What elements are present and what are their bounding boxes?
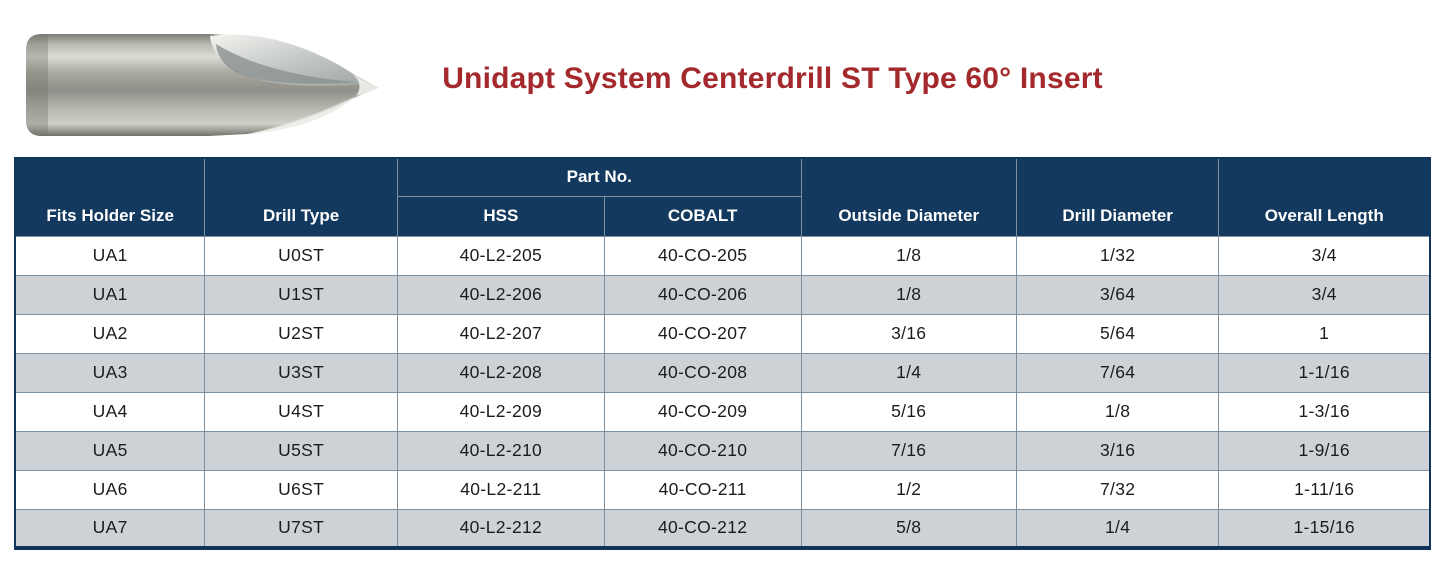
cell-drill-diameter: 3/64 <box>1015 274 1220 315</box>
cell-part-cobalt: 40-CO-208 <box>603 352 802 393</box>
cell-overall-length: 1-3/16 <box>1218 391 1431 432</box>
col-header-hss: HSS <box>396 195 605 237</box>
cell-outside-diameter: 7/16 <box>800 430 1017 471</box>
cell-drill-type: U7ST <box>204 508 398 549</box>
table-row: UA2 U2ST 40-L2-207 40-CO-207 3/16 5/64 1 <box>14 313 1431 354</box>
cell-fits-holder-size: UA2 <box>14 313 206 354</box>
cell-drill-type: U6ST <box>204 469 398 510</box>
table-row: UA4 U4ST 40-L2-209 40-CO-209 5/16 1/8 1-… <box>14 391 1431 432</box>
cell-part-cobalt: 40-CO-211 <box>603 469 802 510</box>
header-row-group: Fits Holder Size Drill Type Part No. Out… <box>14 157 1431 237</box>
cell-part-hss: 40-L2-212 <box>396 508 605 549</box>
cell-drill-diameter: 1/8 <box>1015 391 1220 432</box>
col-header-outside-diameter: Outside Diameter <box>800 157 1017 237</box>
page-title: Unidapt System Centerdrill ST Type 60° I… <box>442 62 1103 96</box>
cell-drill-type: U2ST <box>204 313 398 354</box>
cell-drill-diameter: 1/4 <box>1015 508 1220 549</box>
col-header-fits-holder-size: Fits Holder Size <box>14 157 206 237</box>
cell-fits-holder-size: UA4 <box>14 391 206 432</box>
spec-table: Fits Holder Size Drill Type Part No. Out… <box>14 157 1431 551</box>
cell-fits-holder-size: UA1 <box>14 274 206 315</box>
cell-part-hss: 40-L2-208 <box>396 352 605 393</box>
col-header-drill-type: Drill Type <box>204 157 398 237</box>
cell-drill-type: U4ST <box>204 391 398 432</box>
cell-outside-diameter: 5/16 <box>800 391 1017 432</box>
cell-fits-holder-size: UA7 <box>14 508 206 549</box>
cell-fits-holder-size: UA5 <box>14 430 206 471</box>
table-row: UA5 U5ST 40-L2-210 40-CO-210 7/16 3/16 1… <box>14 430 1431 471</box>
cell-fits-holder-size: UA3 <box>14 352 206 393</box>
cell-outside-diameter: 1/8 <box>800 235 1017 276</box>
cell-drill-diameter: 5/64 <box>1015 313 1220 354</box>
col-header-cobalt: COBALT <box>603 195 802 237</box>
cell-part-cobalt: 40-CO-207 <box>603 313 802 354</box>
cell-drill-diameter: 3/16 <box>1015 430 1220 471</box>
cell-part-hss: 40-L2-209 <box>396 391 605 432</box>
cell-part-hss: 40-L2-206 <box>396 274 605 315</box>
cell-part-cobalt: 40-CO-209 <box>603 391 802 432</box>
cell-drill-type: U5ST <box>204 430 398 471</box>
col-header-drill-diameter: Drill Diameter <box>1015 157 1220 237</box>
cell-overall-length: 1-15/16 <box>1218 508 1431 549</box>
col-header-overall-length: Overall Length <box>1218 157 1431 237</box>
cell-overall-length: 1 <box>1218 313 1431 354</box>
cell-overall-length: 3/4 <box>1218 235 1431 276</box>
cell-outside-diameter: 5/8 <box>800 508 1017 549</box>
cell-part-cobalt: 40-CO-205 <box>603 235 802 276</box>
cell-drill-type: U0ST <box>204 235 398 276</box>
cell-outside-diameter: 3/16 <box>800 313 1017 354</box>
cell-part-hss: 40-L2-210 <box>396 430 605 471</box>
page-header: Unidapt System Centerdrill ST Type 60° I… <box>0 20 1445 154</box>
cell-part-cobalt: 40-CO-206 <box>603 274 802 315</box>
cell-drill-type: U1ST <box>204 274 398 315</box>
cell-part-cobalt: 40-CO-210 <box>603 430 802 471</box>
cell-drill-diameter: 7/64 <box>1015 352 1220 393</box>
cell-part-hss: 40-L2-211 <box>396 469 605 510</box>
table-row: UA7 U7ST 40-L2-212 40-CO-212 5/8 1/4 1-1… <box>14 508 1431 549</box>
cell-overall-length: 1-9/16 <box>1218 430 1431 471</box>
table-row: UA3 U3ST 40-L2-208 40-CO-208 1/4 7/64 1-… <box>14 352 1431 393</box>
cell-overall-length: 3/4 <box>1218 274 1431 315</box>
cell-fits-holder-size: UA6 <box>14 469 206 510</box>
cell-part-hss: 40-L2-207 <box>396 313 605 354</box>
cell-fits-holder-size: UA1 <box>14 235 206 276</box>
cell-drill-diameter: 7/32 <box>1015 469 1220 510</box>
cell-outside-diameter: 1/8 <box>800 274 1017 315</box>
table-row: UA6 U6ST 40-L2-211 40-CO-211 1/2 7/32 1-… <box>14 469 1431 510</box>
cell-overall-length: 1-1/16 <box>1218 352 1431 393</box>
cell-drill-diameter: 1/32 <box>1015 235 1220 276</box>
cell-part-cobalt: 40-CO-212 <box>603 508 802 549</box>
cell-part-hss: 40-L2-205 <box>396 235 605 276</box>
cell-outside-diameter: 1/2 <box>800 469 1017 510</box>
product-photo <box>12 22 384 148</box>
centerdrill-photo-illustration <box>26 34 378 137</box>
cell-overall-length: 1-11/16 <box>1218 469 1431 510</box>
header-row-sub: HSS COBALT <box>15 195 1430 237</box>
col-group-header-part-no: Part No. <box>396 157 802 197</box>
table-row: UA1 U1ST 40-L2-206 40-CO-206 1/8 3/64 3/… <box>14 274 1431 315</box>
cell-drill-type: U3ST <box>204 352 398 393</box>
table-row: UA1 U0ST 40-L2-205 40-CO-205 1/8 1/32 3/… <box>14 235 1431 276</box>
cell-outside-diameter: 1/4 <box>800 352 1017 393</box>
